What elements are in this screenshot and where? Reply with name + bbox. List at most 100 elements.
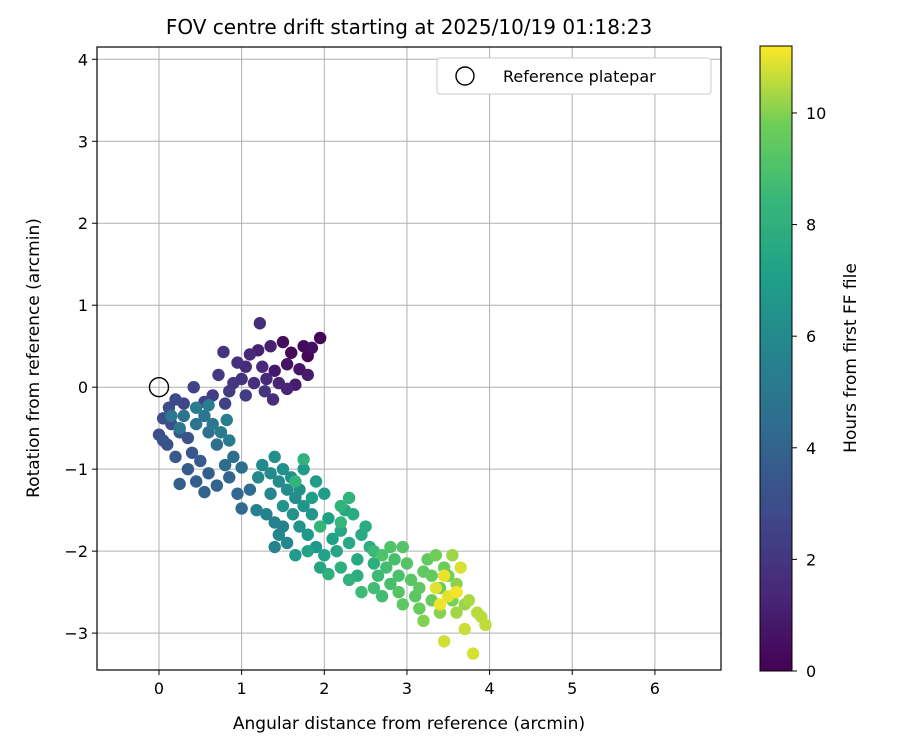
scatter-point [181,431,195,445]
scatter-point [289,549,302,562]
scatter-point [462,594,476,607]
x-axis-label: Angular distance from reference (arcmin) [233,714,585,734]
scatter-point [239,389,252,402]
scatter-point [301,528,314,541]
y-tick-label: 3 [78,132,88,151]
reference-point [148,376,170,398]
colorbar: 0 2 4 6 8 10 Hours from first FF file [759,45,861,681]
scatter-point [309,475,323,488]
scatter-point [194,454,207,468]
grid [97,47,721,670]
scatter-point [286,508,300,521]
colorbar-tick-label: 10 [806,104,826,123]
scatter-point [169,450,182,464]
scatter-point [322,567,335,581]
data-points [152,317,492,660]
scatter-point [367,557,381,570]
scatter-point [425,569,438,582]
scatter-point [417,614,430,628]
scatter-point [235,461,248,474]
scatter-point [266,393,280,406]
scatter-point [165,409,178,423]
scatter-point [392,569,405,582]
scatter-point [334,516,348,529]
colorbar-tick-label: 2 [806,550,816,569]
scatter-point [280,358,294,371]
scatter-point [297,499,310,513]
scatter-point [413,581,426,595]
scatter-point [305,341,319,355]
scatter-point [181,462,195,476]
legend-box [436,57,712,95]
scatter-point [189,401,203,414]
scatter-point [437,635,451,648]
scatter-point [247,376,261,390]
scatter-point [285,346,298,359]
scatter-point [384,540,397,554]
colorbar-tick-label: 6 [806,327,816,346]
scatter-point [243,348,257,361]
scatter-point [173,477,186,491]
scatter-point [202,399,215,412]
y-axis-ticks: −3 −2 −1 0 1 2 3 4 [64,50,97,643]
scatter-point [342,491,356,505]
plot-frame [96,46,722,671]
scatter-point [466,647,480,660]
scatter-point [272,528,286,541]
scatter-point [218,458,232,472]
scatter-point [243,483,257,496]
scatter-point [223,434,236,447]
scatter-point [375,549,389,562]
scatter-point [413,602,426,615]
scatter-point [264,487,277,500]
scatter-point [223,471,236,484]
scatter-point [198,409,211,423]
scatter-point [375,590,389,603]
scatter-point [220,413,233,427]
scatter-point [268,364,281,377]
x-tick-label: 2 [319,679,329,698]
scatter-point [276,462,290,476]
x-tick-label: 5 [567,679,577,698]
scatter-point [367,581,381,595]
scatter-point [173,421,186,435]
scatter-point [400,557,414,570]
x-tick-label: 6 [650,679,660,698]
scatter-point [404,573,418,587]
scatter-point [359,520,372,533]
x-tick-label: 3 [402,679,412,698]
scatter-point [396,598,410,611]
x-tick-label: 0 [154,679,164,698]
scatter-point [260,508,273,521]
scatter-point [280,382,294,396]
scatter-point [260,372,273,386]
scatter-point [264,340,277,353]
y-tick-label: 1 [78,296,88,315]
scatter-point [218,397,232,410]
scatter-point [388,553,401,566]
scatter-point [371,569,385,582]
scatter-point [268,450,281,464]
scatter-point [185,446,199,459]
scatter-point [210,438,224,451]
scatter-point [297,453,310,466]
y-tick-label: −1 [64,460,88,479]
scatter-point [313,331,327,345]
scatter-point [342,536,356,550]
scatter-point [280,536,294,550]
x-axis-ticks: 0 1 2 3 4 5 6 [154,670,660,698]
legend-marker-icon [455,66,475,86]
scatter-point [214,426,228,439]
scatter-point [454,561,467,574]
colorbar-label: Hours from first FF file [841,263,861,453]
scatter-point [253,317,267,330]
colorbar-ticks: 0 2 4 6 8 10 [792,104,826,681]
scatter-point [396,540,410,554]
scatter-point [313,520,327,533]
scatter-point [251,471,265,484]
colorbar-tick-label: 8 [806,216,816,235]
scatter-point [289,475,302,488]
scatter-point [318,549,331,562]
scatter-point [210,479,224,492]
scatter-point [318,487,331,500]
